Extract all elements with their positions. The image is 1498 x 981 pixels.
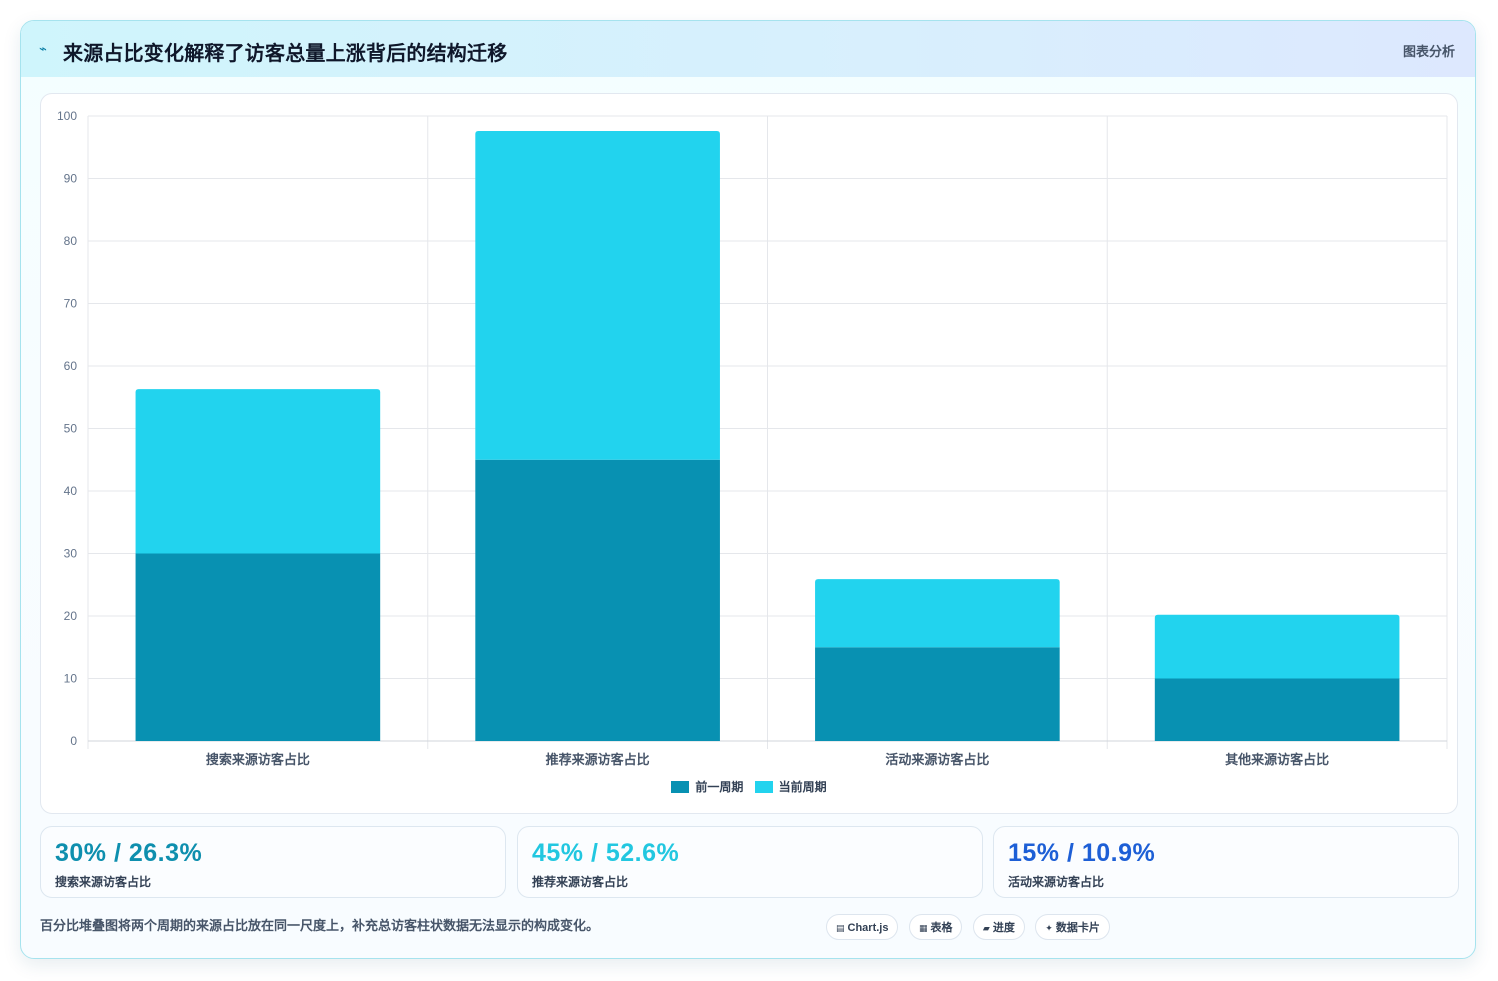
table-icon: ▦ [918, 923, 928, 933]
chip-progress[interactable]: ▰ 进度 [972, 914, 1025, 940]
chip-chartjs[interactable]: ▤ Chart.js [826, 914, 899, 940]
y-tick-label: 60 [64, 359, 78, 373]
stat-card-referral: 45% / 52.6% 推荐来源访客占比 [517, 826, 983, 898]
chart-panel: 0 10 20 30 40 50 60 70 80 90 100 搜索来源访客占比 推荐来源访客占比 活动… [40, 93, 1458, 814]
y-tick-label: 90 [64, 172, 78, 186]
y-tick-label: 100 [57, 109, 77, 123]
bar-segment [135, 553, 381, 741]
stat-value-referral: 45% / 52.6% [532, 839, 680, 867]
chip-label: 数据卡片 [1055, 922, 1100, 934]
sparkle-icon: ✦ [1045, 923, 1053, 933]
chart-card: ⌁ 来源占比变化解释了访客总量上涨背后的结构迁移 图表分析 0 10 20 30 40 5… [20, 20, 1476, 959]
y-tick-label: 20 [64, 609, 78, 623]
x-tick-label: 活动来源访客占比 [885, 752, 989, 767]
chip-data-card[interactable]: ✦ 数据卡片 [1035, 914, 1110, 940]
bar-segment [1154, 614, 1400, 679]
stat-label-search: 搜索来源访客占比 [55, 875, 152, 889]
tag-chips: ▤ Chart.js ▦ 表格 ▰ 进度 ✦ 数据卡片 [826, 914, 1116, 942]
y-tick-label: 80 [64, 234, 78, 248]
sparkline-icon: ⌁ [39, 41, 47, 56]
y-tick-label: 70 [64, 297, 78, 311]
bar-segment [475, 459, 720, 741]
legend-swatch-previous [671, 781, 690, 793]
card-header: ⌁ 来源占比变化解释了访客总量上涨背后的结构迁移 图表分析 [21, 21, 1475, 77]
stat-card-search: 30% / 26.3% 搜索来源访客占比 [40, 826, 506, 898]
x-tick-label: 推荐来源访客占比 [546, 752, 650, 767]
bar-segment [135, 389, 381, 554]
bar-segment [475, 131, 720, 460]
chart-footnote: 百分比堆叠图将两个周期的来源占比放在同一尺度上，补充总访客柱状数据无法显示的构成… [40, 918, 600, 933]
chip-label: 表格 [930, 922, 953, 934]
y-tick-label: 40 [64, 484, 78, 498]
header-tag: 图表分析 [1402, 44, 1455, 59]
stacked-bar-chart: 0 10 20 30 40 50 60 70 80 90 100 搜索来源访客占比 推荐来源访客占比 活动… [57, 109, 1448, 767]
legend-label-current: 当前周期 [778, 780, 827, 794]
stat-value-campaign: 15% / 10.9% [1008, 839, 1156, 867]
chip-label: Chart.js [847, 922, 889, 934]
stat-card-campaign: 15% / 10.9% 活动来源访客占比 [993, 826, 1459, 898]
legend-swatch-current [754, 781, 773, 793]
progress-icon: ▰ [982, 923, 990, 933]
y-tick-label: 30 [64, 547, 78, 561]
bar-segment [815, 579, 1060, 648]
bar-segment [1154, 678, 1400, 741]
stat-label-campaign: 活动来源访客占比 [1008, 875, 1105, 889]
x-tick-label: 其他来源访客占比 [1225, 752, 1329, 767]
chart-icon: ▤ [836, 923, 845, 933]
x-tick-label: 搜索来源访客占比 [206, 752, 310, 767]
page-title: 来源占比变化解释了访客总量上涨背后的结构迁移 [63, 43, 508, 65]
stat-value-search: 30% / 26.3% [55, 839, 203, 867]
chart-legend: 前一周期 当前周期 [41, 778, 1457, 795]
bar-segment [815, 647, 1060, 741]
stat-label-referral: 推荐来源访客占比 [532, 875, 629, 889]
y-tick-label: 0 [70, 734, 77, 748]
chip-label: 进度 [992, 922, 1015, 934]
legend-item-current[interactable]: 当前周期 [754, 778, 827, 795]
chip-table[interactable]: ▦ 表格 [908, 914, 963, 940]
y-tick-label: 50 [64, 422, 78, 436]
legend-label-previous: 前一周期 [695, 780, 744, 794]
legend-item-previous[interactable]: 前一周期 [671, 778, 743, 795]
y-tick-label: 10 [64, 672, 78, 686]
